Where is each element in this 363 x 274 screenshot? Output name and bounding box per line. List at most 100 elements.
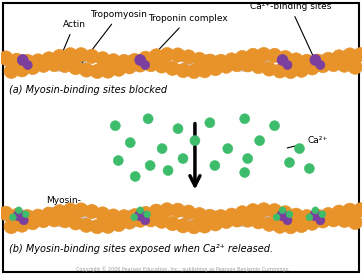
Circle shape [106,219,111,225]
Circle shape [144,213,158,227]
Circle shape [249,65,254,71]
Circle shape [281,210,287,215]
Circle shape [152,214,158,220]
Circle shape [217,212,222,218]
Circle shape [255,136,265,145]
Circle shape [182,50,196,64]
Circle shape [160,203,174,217]
Circle shape [331,214,337,219]
Circle shape [15,55,20,61]
Circle shape [73,62,79,67]
Circle shape [240,54,246,60]
Circle shape [316,61,325,70]
Circle shape [164,210,170,216]
Circle shape [26,66,32,71]
Circle shape [208,221,213,227]
Circle shape [65,221,70,226]
Circle shape [231,212,237,218]
Circle shape [164,66,170,71]
Circle shape [182,218,187,224]
Circle shape [123,211,129,217]
Circle shape [106,209,121,223]
Circle shape [20,210,34,224]
Circle shape [290,57,295,62]
Circle shape [90,64,105,79]
Circle shape [94,66,99,72]
Circle shape [251,59,266,74]
Circle shape [50,56,56,61]
Circle shape [56,221,61,227]
Circle shape [179,64,184,70]
Circle shape [262,62,276,76]
Circle shape [313,221,319,227]
Circle shape [273,64,287,78]
Circle shape [287,56,293,61]
Circle shape [56,66,61,72]
Text: Ca²⁺: Ca²⁺ [287,136,327,148]
Circle shape [281,221,287,227]
Circle shape [171,203,185,218]
Circle shape [346,210,351,216]
Circle shape [152,59,158,65]
Circle shape [214,220,219,226]
Circle shape [138,65,143,71]
Circle shape [199,65,205,71]
Circle shape [21,66,26,72]
Circle shape [155,58,161,63]
Circle shape [128,209,142,223]
Circle shape [91,55,97,60]
Circle shape [9,53,24,67]
Circle shape [224,208,239,222]
Circle shape [293,58,298,64]
Circle shape [85,56,91,62]
Circle shape [143,57,149,62]
Circle shape [94,210,99,215]
Circle shape [141,61,150,70]
Circle shape [82,213,87,218]
Circle shape [228,213,234,219]
Circle shape [228,58,234,64]
Circle shape [272,210,278,216]
Circle shape [252,56,257,62]
Circle shape [82,218,87,224]
Circle shape [117,210,131,224]
Circle shape [109,213,114,219]
Circle shape [97,66,102,72]
Circle shape [90,219,105,234]
Circle shape [340,58,345,63]
Circle shape [337,213,352,228]
Circle shape [171,48,185,62]
Circle shape [110,121,120,131]
Circle shape [310,54,325,68]
Circle shape [9,63,15,69]
Circle shape [35,218,41,223]
Circle shape [217,219,222,224]
Circle shape [3,215,9,221]
Circle shape [224,53,239,67]
Circle shape [354,47,363,62]
Circle shape [150,60,155,65]
Circle shape [199,55,205,61]
Circle shape [155,213,161,219]
Circle shape [321,52,335,67]
Circle shape [231,64,237,69]
Circle shape [319,211,326,218]
Circle shape [141,216,150,225]
Circle shape [97,54,102,60]
Circle shape [138,55,143,61]
Circle shape [252,64,257,70]
Circle shape [196,64,202,70]
Circle shape [305,57,310,62]
Circle shape [278,54,284,60]
Circle shape [15,218,29,232]
Circle shape [332,50,346,64]
Circle shape [129,55,135,60]
Circle shape [223,144,233,153]
Circle shape [150,216,155,221]
Circle shape [202,210,208,215]
Circle shape [348,66,354,72]
Circle shape [120,219,126,224]
Circle shape [275,221,281,227]
Circle shape [269,219,275,225]
Circle shape [147,58,152,64]
